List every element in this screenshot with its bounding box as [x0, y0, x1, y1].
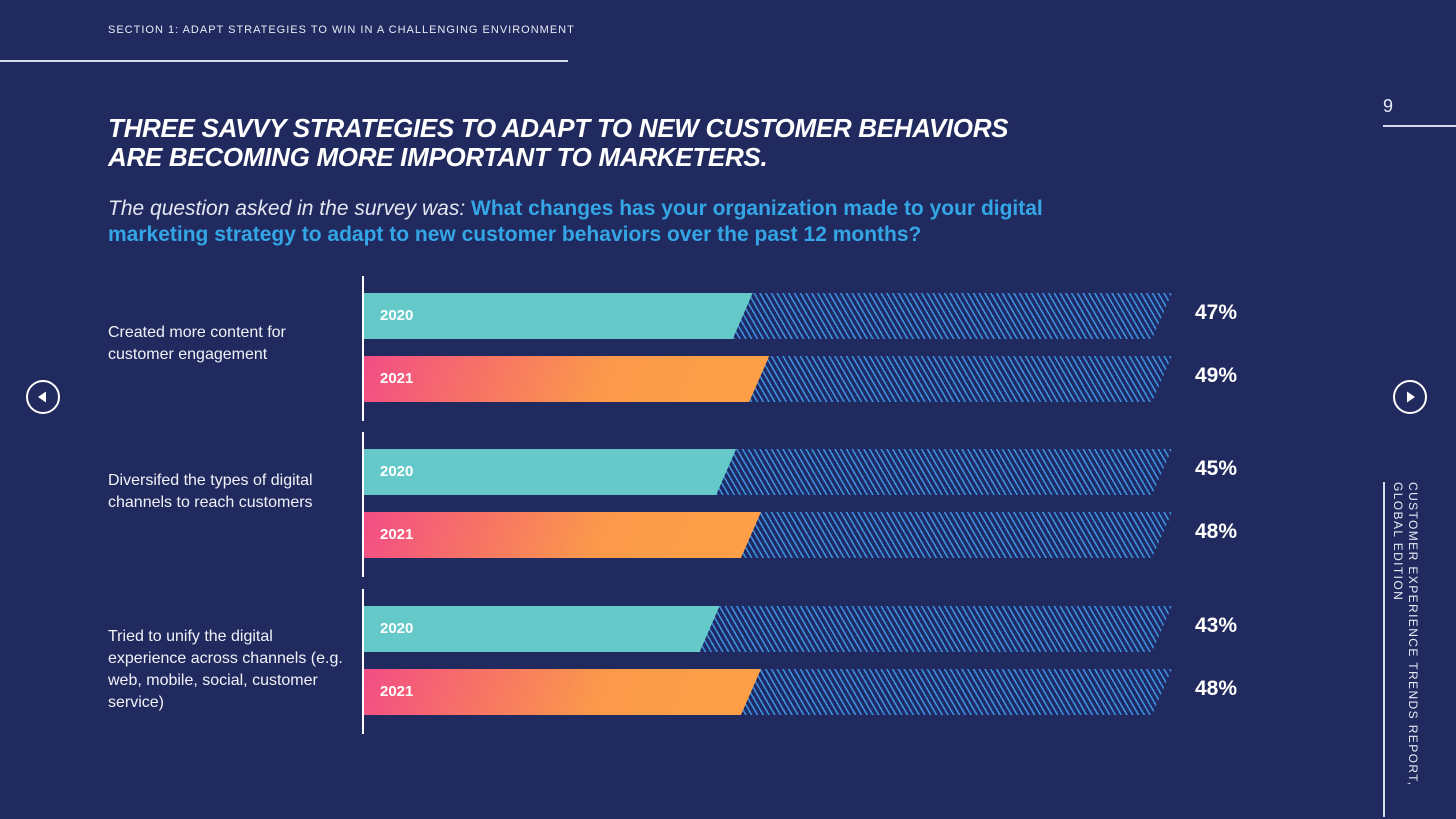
bar-2021: 2021	[364, 669, 1172, 715]
bar-fill-2020	[364, 293, 753, 339]
report-name: CUSTOMER EXPERIENCE TRENDS REPORT, GLOBA…	[1390, 482, 1420, 812]
series-label: 2021	[380, 370, 414, 387]
bar-2020: 2020	[364, 606, 1172, 652]
previous-page-button[interactable]	[26, 380, 60, 414]
section-divider	[0, 60, 568, 62]
bar-2020: 2020	[364, 449, 1172, 495]
page-title-line-1: THREE SAVVY STRATEGIES TO ADAPT TO NEW C…	[108, 113, 1009, 143]
bar-fill-2020	[364, 606, 720, 652]
bar-track	[364, 356, 1172, 402]
chevron-left-icon	[38, 391, 46, 403]
data-label: 43%	[1195, 614, 1238, 637]
page-number-divider	[1383, 125, 1456, 127]
bar-2021: 2021	[364, 356, 1172, 402]
category-label: Created more content for customer engage…	[108, 324, 286, 363]
next-page-button[interactable]	[1393, 380, 1427, 414]
section-label: SECTION 1: ADAPT STRATEGIES TO WIN IN A …	[108, 24, 575, 36]
group-axis	[362, 432, 364, 577]
page-number: 9	[1383, 96, 1394, 116]
bar-fill-2021	[364, 512, 761, 558]
page-title: THREE SAVVY STRATEGIES TO ADAPT TO NEW C…	[108, 114, 1168, 172]
data-label: 49%	[1195, 364, 1238, 387]
bar-fill-2021	[364, 356, 769, 402]
bar-track	[364, 293, 1172, 339]
series-label: 2020	[380, 620, 414, 637]
report-name-line-1: CUSTOMER EXPERIENCE TRENDS REPORT,	[1406, 482, 1420, 787]
side-divider	[1383, 482, 1385, 817]
bar-track	[364, 669, 1172, 715]
series-label: 2021	[380, 526, 414, 543]
bar-track	[364, 512, 1172, 558]
data-label: 48%	[1195, 677, 1238, 700]
series-label: 2021	[380, 683, 414, 700]
page-title-line-2: ARE BECOMING MORE IMPORTANT TO MARKETERS…	[108, 142, 768, 172]
survey-question: The question asked in the survey was: Wh…	[108, 196, 1148, 248]
series-label: 2020	[380, 463, 414, 480]
group-axis	[362, 276, 364, 421]
report-name-line-2: GLOBAL EDITION	[1391, 482, 1405, 602]
category-label: Diversifed the types of digital channels…	[108, 472, 313, 511]
bar-track	[364, 449, 1172, 495]
bar-fill-2020	[364, 449, 736, 495]
survey-question-lead: The question asked in the survey was:	[108, 197, 472, 220]
group-axis	[362, 589, 364, 734]
category-label: Tried to unify the digital experience ac…	[108, 628, 343, 711]
bar-track	[364, 606, 1172, 652]
bar-2020: 2020	[364, 293, 1172, 339]
chevron-right-icon	[1407, 391, 1415, 403]
bar-2021: 2021	[364, 512, 1172, 558]
series-label: 2020	[380, 307, 414, 324]
data-label: 48%	[1195, 520, 1238, 543]
data-label: 45%	[1195, 457, 1238, 480]
bar-fill-2021	[364, 669, 761, 715]
survey-question-text: What changes has your organization made …	[108, 197, 1043, 246]
data-label: 47%	[1195, 301, 1238, 324]
